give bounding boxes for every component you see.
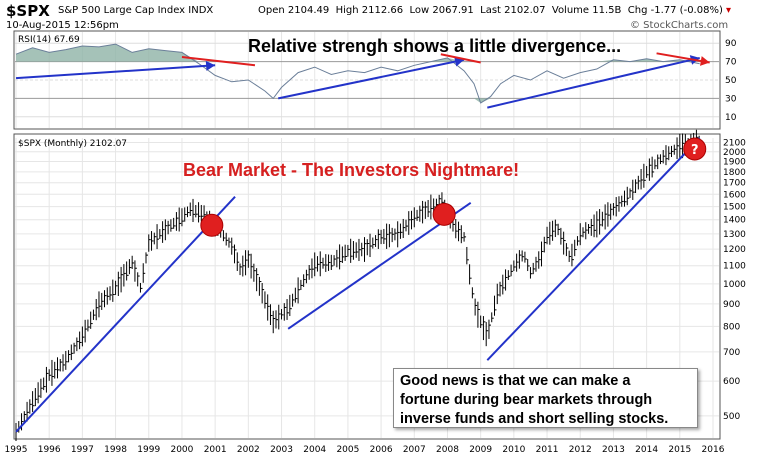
rsi-red-trendline [440,53,481,64]
note-line-2: fortune during bear markets through [400,392,653,408]
top-markers: ? [200,137,707,237]
x-tick-label: 2015 [668,445,691,455]
high-label: High [335,5,359,16]
top-marker-circle [432,202,456,226]
x-tick-label: 1995 [5,445,28,455]
rsi-tick-label: 30 [725,94,737,104]
note-box: Good news is that we can make a fortune … [393,368,698,428]
x-tick-label: 2016 [702,445,725,455]
note-line-1: Good news is that we can make a [400,373,631,389]
rsi-series-line [15,43,700,104]
x-tick-label: 2006 [370,445,393,455]
rsi-red-trendline [656,52,710,64]
rsi-label: RSI(14) 67.69 [18,35,80,45]
stockcharts-logo: © StockCharts.com [630,20,729,31]
rsi-red-trendline [181,56,256,67]
rsi-axis-ticks: 90 70 50 30 10 [725,39,737,123]
price-tick-label: 500 [723,412,740,422]
x-tick-label: 1998 [104,445,127,455]
x-tick-label: 2010 [502,445,525,455]
price-tick-label: 1700 [723,179,746,189]
x-tick-label: 2002 [237,445,260,455]
exchange-text: INDX [188,5,214,16]
x-tick-label: 2008 [436,445,459,455]
price-tick-label: 1300 [723,230,746,240]
rsi-red-arrowhead [700,56,710,66]
price-annotation-title: Bear Market - The Investors Nightmare! [183,160,519,180]
price-tick-label: 2100 [723,138,746,148]
x-tick-label: 2011 [536,445,559,455]
price-trendline [486,137,701,361]
price-tick-label: 1200 [723,245,746,255]
rsi-blue-arrowhead [205,60,216,71]
price-tick-label: 1800 [723,168,746,178]
high-value: 2112.66 [361,5,404,16]
price-tick-label: 1400 [723,216,746,226]
low-value: 2067.91 [432,5,474,16]
price-tick-label: 800 [723,322,740,332]
x-tick-label: 2003 [270,445,293,455]
last-value: 2102.07 [504,5,546,16]
price-tick-label: 700 [723,348,740,358]
x-tick-label: 2012 [569,445,592,455]
index-name: S&P 500 Large Cap Index INDX [58,5,213,16]
open-value: 2104.49 [287,5,330,16]
price-trendline [15,196,236,433]
rsi-blue-trendline [15,64,216,80]
x-tick-label: 1999 [137,445,160,455]
chg-down-icon: ▾ [726,5,732,16]
price-tick-label: 1100 [723,262,746,272]
chart-date: 10-Aug-2015 12:56pm [6,20,119,31]
price-tick-label: 1500 [723,203,746,213]
index-name-text: S&P 500 Large Cap Index [58,5,186,16]
volume-value: 11.5B [592,5,622,16]
low-label: Low [409,5,430,16]
x-tick-label: 2000 [170,445,193,455]
x-tick-label: 2004 [303,445,326,455]
price-tick-label: 900 [723,300,740,310]
quote-bar: Open 2104.49 High 2112.66 Low 2067.91 La… [258,5,731,16]
x-tick-label: 1997 [71,445,94,455]
open-label: Open [258,5,285,16]
price-tick-label: 1000 [723,280,746,290]
price-axis-ticks: 500 600 700 800 900 1000 1100 1200 1300 1400 1500 1… [723,138,746,421]
rsi-trendlines [15,52,710,109]
x-tick-label: 2007 [403,445,426,455]
rsi-annotation-title: Relative strengh shows a little divergen… [248,36,621,56]
rsi-label-text: RSI(14) 67.69 [18,35,80,45]
note-line-3: inverse funds and short selling stocks. [400,411,669,427]
x-tick-label: 2001 [204,445,227,455]
price-tick-label: 2000 [723,148,746,158]
rsi-tick-label: 70 [725,58,737,68]
ticker-symbol: $SPX [6,2,50,20]
top-marker-circle [200,213,224,237]
rsi-blue-trendline [278,58,465,100]
x-tick-label: 1996 [38,445,61,455]
last-label: Last [480,5,501,16]
x-tick-label: 2014 [635,445,658,455]
chg-label: Chg [627,5,648,16]
top-marker-circle [683,137,707,161]
x-tick-label: 2005 [336,445,359,455]
x-tick-label: 2009 [469,445,492,455]
rsi-tick-label: 90 [725,39,737,49]
x-axis-ticks: 1995 1996 1997 1998 1999 2000 2001 2002 2003 2004… [5,445,725,455]
chart-header: $SPX S&P 500 Large Cap Index INDX 10-Aug… [0,0,765,38]
rsi-tick-label: 10 [725,113,737,123]
volume-label: Volume [551,5,590,16]
rsi-tick-label: 50 [725,76,737,86]
price-label: $SPX (Monthly) 2102.07 [18,139,127,149]
price-tick-label: 1600 [723,190,746,200]
price-tick-label: 600 [723,377,740,387]
price-tick-label: 1900 [723,158,746,168]
x-tick-label: 2013 [602,445,625,455]
chg-value: -1.77 (-0.08%) [650,5,723,16]
rsi-blue-trendline [487,56,700,109]
question-mark-icon: ? [691,143,699,158]
